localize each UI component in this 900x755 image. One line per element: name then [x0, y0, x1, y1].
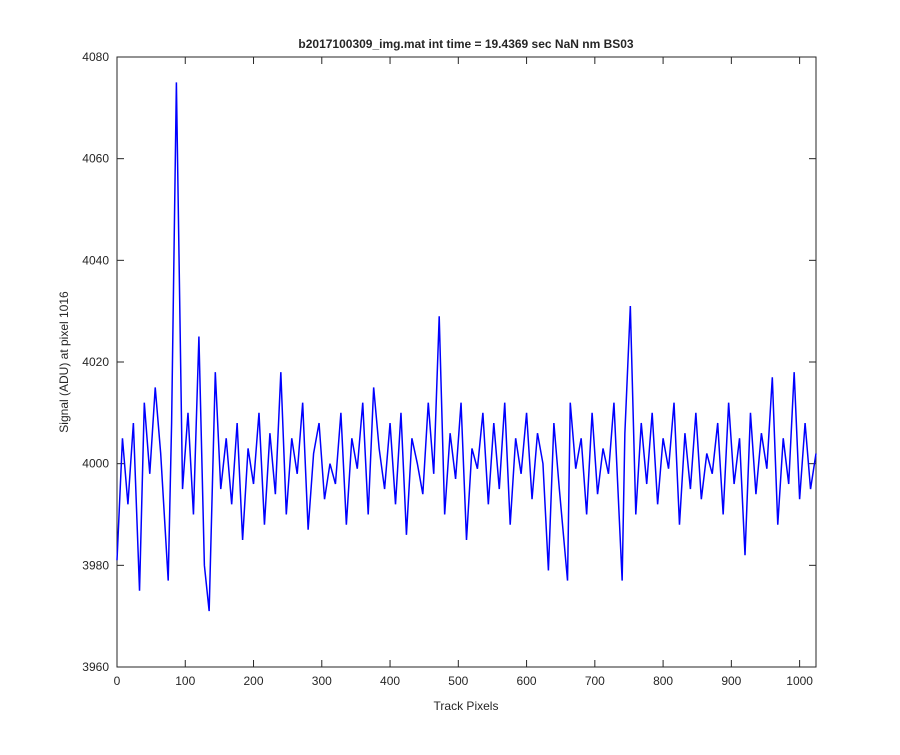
- x-tick-label: 900: [721, 674, 741, 688]
- x-tick-label: 700: [585, 674, 605, 688]
- x-tick-label: 1000: [786, 674, 813, 688]
- x-axis-label: Track Pixels: [434, 699, 499, 713]
- chart-title: b2017100309_img.mat int time = 19.4369 s…: [298, 37, 634, 51]
- y-tick-label: 4020: [82, 355, 109, 369]
- x-tick-label: 800: [653, 674, 673, 688]
- y-axis-label: Signal (ADU) at pixel 1016: [57, 291, 71, 433]
- y-tick-label: 4080: [82, 50, 109, 64]
- y-tick-label: 4040: [82, 253, 109, 267]
- x-tick-label: 400: [380, 674, 400, 688]
- y-tick-label: 3960: [82, 660, 109, 674]
- x-tick-label: 300: [312, 674, 332, 688]
- x-tick-label: 200: [244, 674, 264, 688]
- y-tick-label: 4060: [82, 152, 109, 166]
- y-tick-label: 4000: [82, 457, 109, 471]
- x-tick-label: 500: [448, 674, 468, 688]
- x-tick-label: 100: [175, 674, 195, 688]
- data-line: [116, 82, 817, 612]
- x-tick-label: 600: [517, 674, 537, 688]
- y-tick-label: 3980: [82, 558, 109, 572]
- x-tick-label: 0: [114, 674, 121, 688]
